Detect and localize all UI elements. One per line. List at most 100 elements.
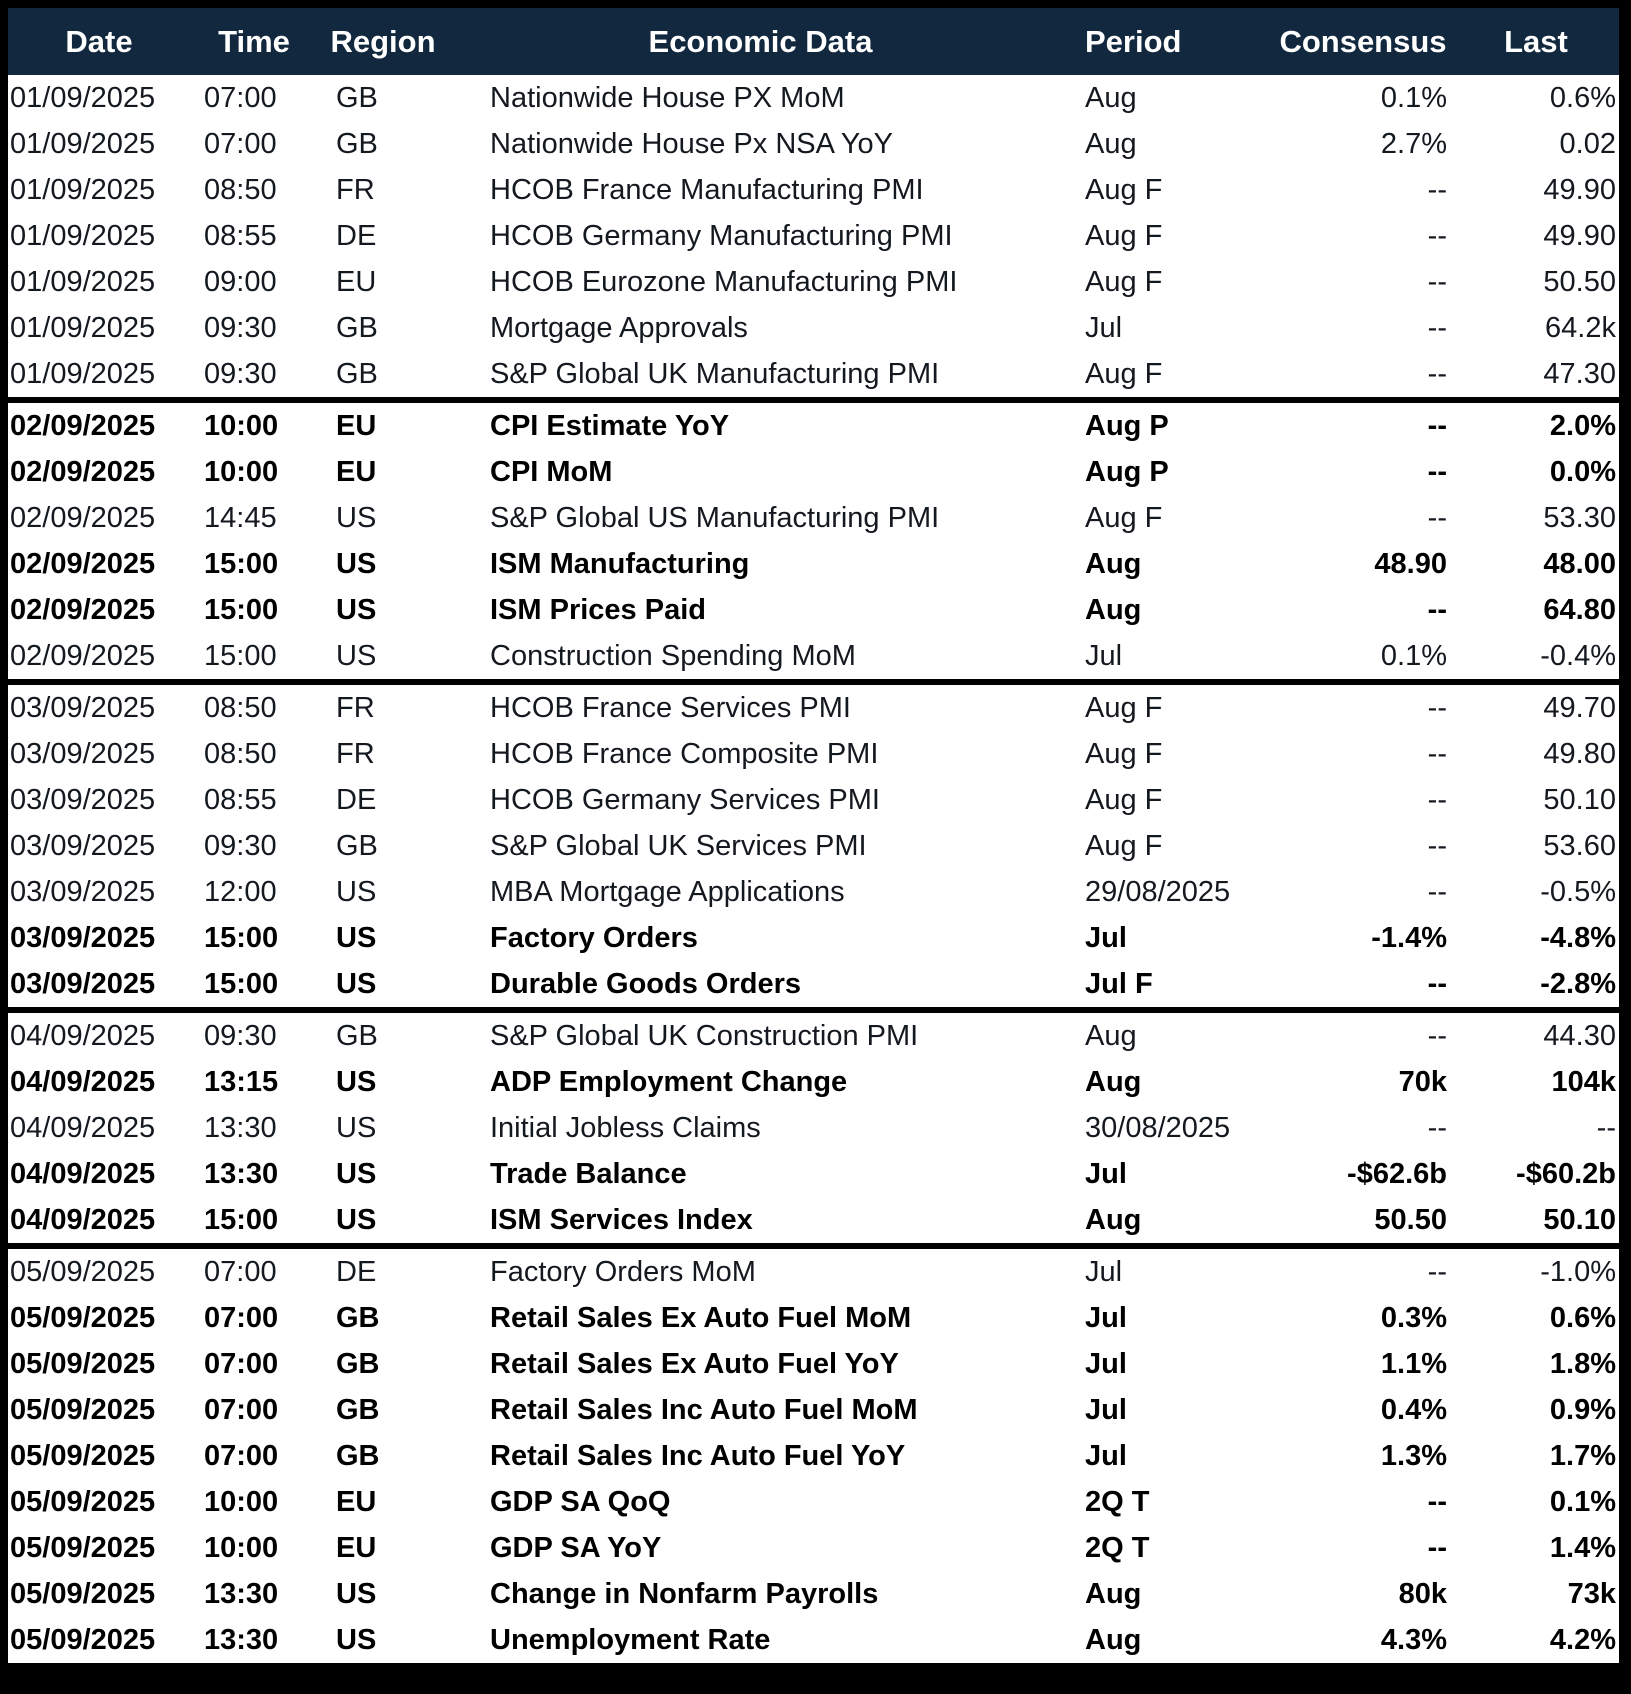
date-cell: 03/09/2025 (10, 829, 156, 862)
last-cell: 0.1% (1549, 1485, 1616, 1518)
time-cell: 12:00 (204, 875, 277, 908)
region-cell: US (336, 921, 377, 954)
period-cell: Jul (1085, 311, 1123, 344)
period-cell: Aug F (1085, 783, 1163, 816)
last-cell: 2.0% (1453, 397, 1619, 449)
economic-data-cell: ADP Employment Change (490, 1065, 848, 1098)
consensus-cell: -- (1427, 593, 1447, 626)
date-cell: 02/09/2025 (10, 547, 156, 580)
period-cell: Aug (1085, 81, 1137, 114)
table-row: 03/09/2025 15:00 US Durable Goods Orders Jul… (8, 961, 1619, 1010)
time-cell: 08:50 (204, 737, 277, 770)
table-row: 01/09/2025 09:30 GB S&P Global UK Manufactu… (8, 351, 1619, 400)
economic-data-cell: ISM Prices Paid (490, 593, 706, 626)
time-cell: 15:00 (204, 547, 279, 580)
region-cell: DE (336, 219, 377, 252)
time-cell: 07:00 (190, 1243, 318, 1295)
region-cell: GB (336, 1347, 380, 1380)
time-cell: 09:30 (204, 311, 277, 344)
consensus-cell: -- (1427, 737, 1447, 770)
date-cell: 05/09/2025 (10, 1623, 156, 1656)
table-row: 05/09/2025 10:00 EU GDP SA QoQ 2Q T -- 0.1% (8, 1479, 1619, 1525)
period-cell: 30/08/2025 (1085, 1111, 1231, 1144)
period-cell: Aug F (1085, 219, 1163, 252)
consensus-cell: -- (1273, 679, 1453, 731)
period-cell: Jul (1085, 1393, 1127, 1426)
period-cell: Aug F (1073, 679, 1273, 731)
date-cell: 03/09/2025 (10, 875, 156, 908)
time-cell: 07:00 (204, 1439, 279, 1472)
date-cell: 05/09/2025 (10, 1393, 156, 1426)
time-cell: 14:45 (204, 501, 277, 534)
region-cell: US (336, 639, 377, 672)
table-row: 02/09/2025 10:00 EU CPI Estimate YoY Aug P --… (8, 397, 1619, 449)
date-cell: 05/09/2025 (10, 1577, 156, 1610)
economic-data-cell: GDP SA QoQ (490, 1485, 671, 1518)
table-row: 05/09/2025 07:00 GB Retail Sales Ex Auto Fu… (8, 1341, 1619, 1387)
table-row: 01/09/2025 08:50 FR HCOB France Manufacturi… (8, 167, 1619, 213)
period-cell: Aug (1085, 593, 1142, 626)
economic-data-cell: Factory Orders (490, 921, 698, 954)
region-cell: US (336, 1577, 377, 1610)
date-cell: 05/09/2025 (8, 1243, 190, 1295)
region-cell: GB (336, 311, 378, 344)
date-cell: 01/09/2025 (10, 265, 156, 298)
table-row: 04/09/2025 13:30 US Trade Balance Jul -$62.6b… (8, 1151, 1619, 1197)
date-cell: 03/09/2025 (10, 967, 156, 1000)
time-cell: 07:00 (204, 1347, 279, 1380)
table-row: 05/09/2025 13:30 US Change in Nonfarm Payro… (8, 1571, 1619, 1617)
date-cell: 04/09/2025 (8, 1007, 190, 1059)
region-cell: GB (336, 357, 378, 390)
column-header-region: Region (318, 8, 448, 75)
table-row: 05/09/2025 10:00 EU GDP SA YoY 2Q T -- 1.4% (8, 1525, 1619, 1571)
region-cell: DE (318, 1243, 448, 1295)
region-cell: US (336, 593, 377, 626)
last-cell: 48.00 (1543, 547, 1616, 580)
consensus-cell: -$62.6b (1347, 1157, 1447, 1190)
time-cell: 07:00 (204, 1393, 279, 1426)
consensus-cell: 0.4% (1380, 1393, 1447, 1426)
last-cell: 4.2% (1549, 1623, 1616, 1656)
column-header-consensus: Consensus (1273, 8, 1453, 75)
last-cell: 1.4% (1549, 1531, 1616, 1564)
consensus-cell: 48.90 (1374, 547, 1447, 580)
time-cell: 07:00 (204, 1301, 279, 1334)
table-row: 03/09/2025 08:50 FR HCOB France Services PM… (8, 679, 1619, 731)
table-row: 03/09/2025 15:00 US Factory Orders Jul -1.4% -… (8, 915, 1619, 961)
region-cell: EU (336, 1485, 377, 1518)
region-cell: GB (336, 1439, 380, 1472)
consensus-cell: -- (1427, 1111, 1447, 1144)
table-row: 03/09/2025 09:30 GB S&P Global UK Services … (8, 823, 1619, 869)
time-cell: 15:00 (204, 639, 277, 672)
time-cell: 08:55 (204, 219, 277, 252)
table-row: 02/09/2025 15:00 US ISM Prices Paid Aug -- 64.… (8, 587, 1619, 633)
table-row: 01/09/2025 07:00 GB Nationwide House PX MoM… (8, 75, 1619, 121)
date-cell: 05/09/2025 (10, 1531, 156, 1564)
economic-calendar-table: Date Time Region Economic Data Period Co… (8, 8, 1619, 1663)
economic-data-cell: S&P Global UK Services PMI (490, 829, 867, 862)
period-cell: Jul (1085, 1439, 1127, 1472)
period-cell: Aug (1085, 1623, 1142, 1656)
period-cell: Aug (1085, 1065, 1142, 1098)
economic-data-cell: Retail Sales Ex Auto Fuel YoY (490, 1347, 899, 1380)
time-cell: 15:00 (204, 593, 279, 626)
time-cell: 09:00 (204, 265, 277, 298)
consensus-cell: -- (1427, 783, 1447, 816)
period-cell: Aug F (1085, 265, 1163, 298)
last-cell: 49.80 (1543, 737, 1616, 770)
time-cell: 13:15 (204, 1065, 279, 1098)
time-cell: 08:55 (204, 783, 277, 816)
date-cell: 02/09/2025 (10, 455, 156, 488)
economic-data-cell: HCOB France Manufacturing PMI (490, 173, 924, 206)
last-cell: -- (1596, 1111, 1616, 1144)
last-cell: 0.6% (1549, 81, 1616, 114)
time-cell: 15:00 (204, 921, 279, 954)
column-header-date: Date (8, 8, 190, 75)
economic-data-cell: HCOB Germany Services PMI (490, 783, 880, 816)
consensus-cell: -- (1427, 357, 1447, 390)
table-row: 05/09/2025 13:30 US Unemployment Rate Aug 4.3… (8, 1617, 1619, 1663)
period-cell: Jul (1085, 1347, 1127, 1380)
consensus-cell: -- (1427, 1485, 1447, 1518)
region-cell: GB (336, 829, 378, 862)
